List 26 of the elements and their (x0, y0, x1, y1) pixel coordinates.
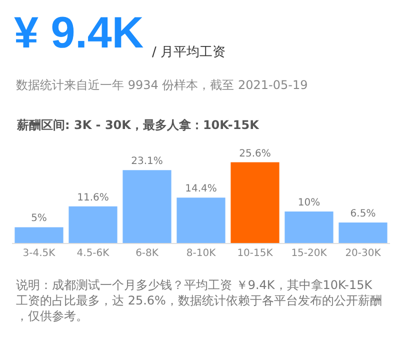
x-tick-label: 15-20K (291, 248, 328, 259)
bar (14, 227, 64, 243)
x-tick-label: 4.5-6K (76, 248, 110, 259)
data-label: 14.4% (185, 184, 217, 195)
chart-title: ¥ 9.4K (14, 8, 144, 58)
x-tick-label: 20-30K (345, 248, 382, 259)
bar (176, 198, 226, 243)
bar (230, 162, 280, 243)
data-label: 23.1% (131, 156, 163, 168)
bar (338, 222, 388, 243)
x-tick-label: 8-10K (186, 248, 216, 259)
bar (122, 170, 172, 243)
text: 数据统计来自近一年 9934 份样本，截至 2021-05-19 (16, 78, 308, 92)
data-label: 11.6% (77, 192, 109, 204)
x-tick-label: 6-8K (136, 248, 159, 259)
chart-subtitle: / 月平均工资 (152, 45, 226, 60)
x-tick-label: 3-4.5K (22, 248, 56, 259)
x-tick-label: 10-15K (237, 248, 274, 259)
bar (68, 206, 118, 243)
data-label: 10% (298, 197, 320, 208)
data-label: 5% (31, 213, 47, 224)
bar (284, 211, 334, 243)
data-label: 6.5% (350, 208, 376, 220)
text: 说明：成都测试一个月多少钱？平均工资 ￥9.4K，其中拿10K-15K 工资的占比最多，达 25.6%，数据统计依赖于各平台发布的公开薪酬，仅供参考。 (16, 278, 382, 324)
data-label: 25.6% (239, 148, 271, 160)
text: 薪酬区间: 3K - 30K，最多人拿：10K-15K (16, 118, 260, 132)
